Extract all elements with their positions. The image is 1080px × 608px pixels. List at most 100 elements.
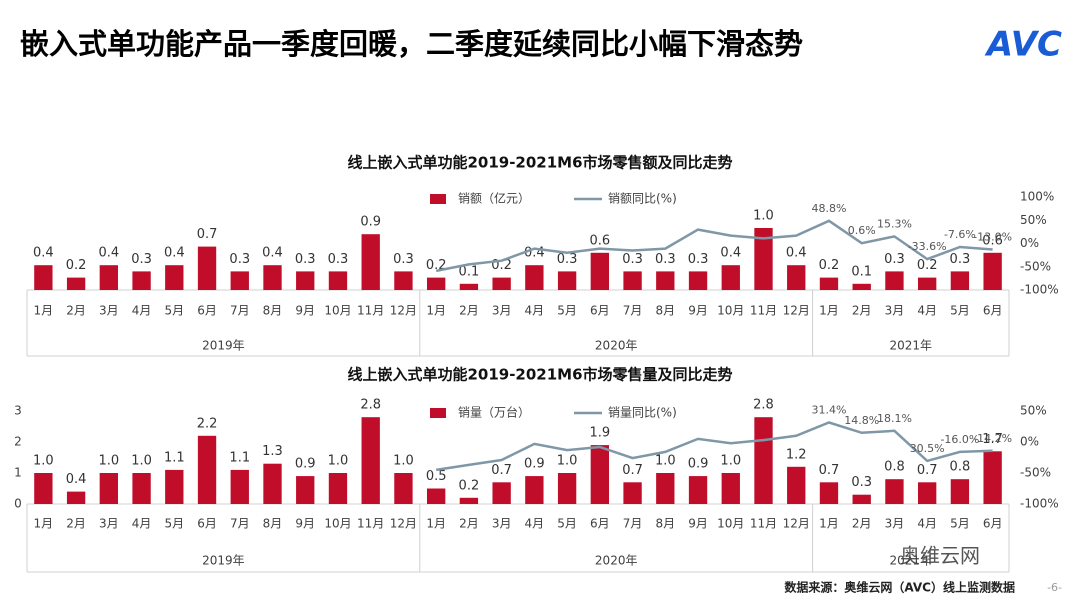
- line-label: 31.4%: [811, 404, 846, 417]
- bar: [197, 435, 217, 504]
- bar: [427, 488, 446, 504]
- x-tick-label: 4月: [132, 304, 152, 318]
- legend-label: 销量（万台）: [458, 405, 530, 420]
- chart-title: 线上嵌入式单功能2019-2021M6市场零售量及同比走势: [347, 366, 732, 384]
- x-tick-label: 6月: [983, 517, 1003, 531]
- bar-label: 0.3: [884, 252, 905, 267]
- x-tick-label: 2月: [66, 304, 86, 318]
- bar: [165, 265, 184, 290]
- x-tick-label: 4月: [917, 304, 937, 318]
- line-label: 0.6%: [848, 224, 876, 237]
- bar-label: 0.9: [295, 457, 316, 472]
- bar-label: 2.8: [360, 398, 381, 413]
- x-tick-label: 11月: [357, 304, 384, 318]
- bar: [525, 265, 544, 290]
- x-tick-label: 7月: [623, 517, 643, 531]
- bar-label: 0.3: [622, 252, 643, 267]
- bar: [132, 271, 151, 290]
- bar-label: 0.3: [393, 252, 414, 267]
- line-label: 18.1%: [877, 412, 912, 425]
- bar: [983, 451, 1002, 504]
- bar: [787, 466, 806, 504]
- x-tick-label: 9月: [295, 517, 315, 531]
- bar: [754, 228, 773, 290]
- group-label: 2019年: [202, 339, 245, 353]
- bar: [787, 265, 806, 290]
- bar: [688, 476, 708, 504]
- y-tick-label: 3: [14, 404, 22, 418]
- x-tick-label: 8月: [655, 304, 675, 318]
- bar-label: 0.7: [917, 463, 938, 478]
- line: [435, 219, 993, 273]
- bar-label: 0.4: [98, 246, 119, 261]
- bar-label: 1.3: [262, 444, 283, 459]
- line-label: 48.8%: [811, 202, 846, 215]
- x-tick-label: 5月: [950, 304, 970, 318]
- bar: [459, 283, 479, 290]
- x-tick-label: 10月: [717, 517, 744, 531]
- x-tick-label: 2月: [852, 304, 872, 318]
- page-number: -6-: [1047, 581, 1062, 594]
- bar: [852, 494, 871, 504]
- group-label: 2021年: [890, 339, 933, 353]
- x-tick-label: 6月: [983, 304, 1003, 318]
- x-tick-label: 3月: [492, 517, 512, 531]
- bar: [99, 265, 118, 290]
- bar-label: 0.9: [360, 215, 381, 230]
- y2-tick-label: 0%: [1020, 236, 1039, 250]
- bar: [99, 473, 118, 504]
- bar: [656, 271, 675, 290]
- y-tick-label: 1: [14, 466, 22, 480]
- bar-label: 1.2: [786, 447, 807, 462]
- bar-label: 0.3: [229, 252, 250, 267]
- bar-label: 1.0: [33, 454, 54, 469]
- bar: [296, 476, 315, 504]
- x-tick-label: 10月: [324, 304, 351, 318]
- x-tick-label: 7月: [623, 304, 643, 318]
- bar: [328, 271, 348, 290]
- x-tick-label: 8月: [263, 517, 283, 531]
- line-label: 15.3%: [877, 217, 912, 230]
- bar-label: 0.3: [655, 252, 676, 267]
- bar-label: 1.0: [393, 454, 414, 469]
- bar: [688, 271, 708, 290]
- bar: [66, 277, 86, 290]
- bar-label: 1.0: [557, 454, 578, 469]
- legend-label: 销额同比(%): [608, 192, 677, 206]
- bar: [263, 265, 282, 290]
- x-tick-label: 11月: [750, 517, 777, 531]
- bar: [557, 271, 577, 290]
- bar: [721, 473, 740, 504]
- x-tick-label: 9月: [688, 517, 708, 531]
- bar: [525, 476, 544, 504]
- bar-label: 1.9: [589, 426, 610, 441]
- source: 数据来源：奥维云网（AVC）线上监测数据: [784, 580, 1015, 595]
- group-label: 2020年: [595, 339, 638, 353]
- bar-label: 1.7: [982, 432, 1003, 447]
- slide-title: 嵌入式单功能产品一季度回暖，二季度延续同比小幅下滑态势: [20, 27, 803, 61]
- bar-label: 0.5: [426, 469, 447, 484]
- bar-label: 0.7: [491, 463, 512, 478]
- bar: [66, 491, 86, 504]
- x-tick-label: 12月: [783, 517, 810, 531]
- bar: [623, 271, 642, 290]
- bar: [983, 252, 1002, 290]
- bar: [328, 473, 348, 504]
- bar-label: 1.1: [164, 450, 185, 465]
- bar-label: 0.9: [688, 457, 709, 472]
- y2-tick-label: -50%: [1020, 466, 1051, 480]
- line-label: -14.2%: [973, 432, 1012, 445]
- group-label: 2019年: [202, 554, 245, 568]
- bar: [557, 473, 577, 504]
- bar-label: 1.0: [720, 454, 741, 469]
- bar: [918, 277, 937, 290]
- x-tick-label: 8月: [655, 517, 675, 531]
- x-tick-label: 8月: [263, 304, 283, 318]
- bar-label: 0.9: [524, 457, 545, 472]
- x-tick-label: 4月: [132, 517, 152, 531]
- bar-label: 1.0: [131, 454, 152, 469]
- bar: [394, 271, 413, 290]
- x-tick-label: 4月: [525, 304, 545, 318]
- y2-tick-label: -100%: [1020, 497, 1059, 511]
